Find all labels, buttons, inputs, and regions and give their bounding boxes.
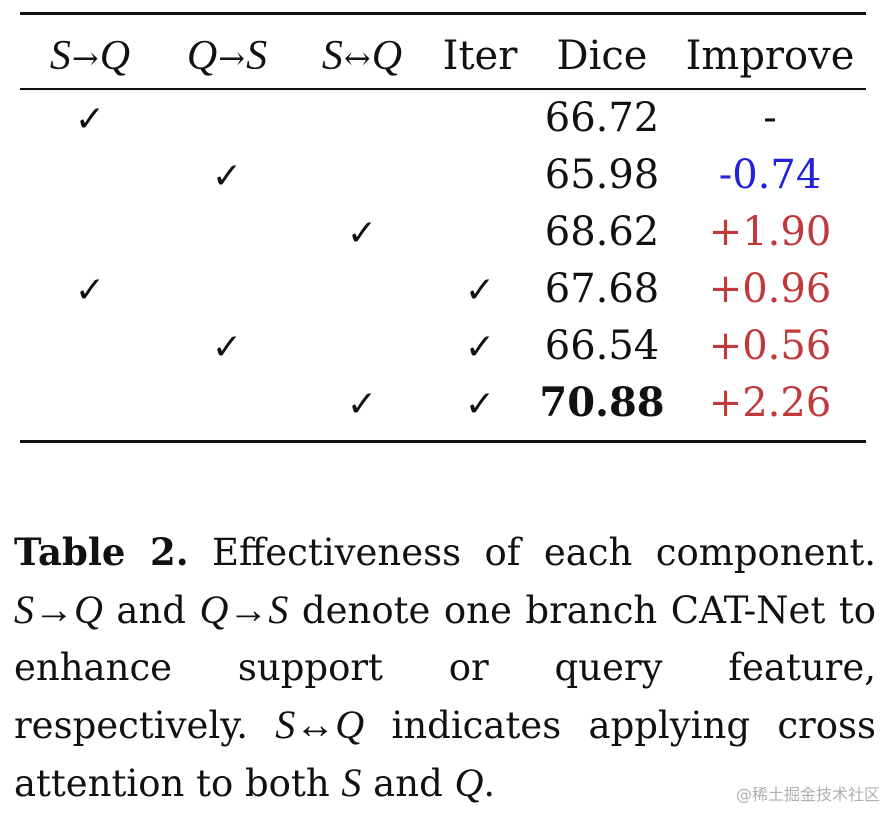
check-icon: ✓ [464,270,496,311]
caption-math-4: S [341,760,362,805]
header-s-to-q-left: S [49,33,71,79]
check-icon: ✓ [464,327,496,368]
header-s-to-q-op: → [71,39,99,77]
caption-math-5: Q [454,760,484,805]
dice-value: 70.88 [539,379,665,426]
header-q-to-s-right: S [246,33,268,79]
caption-math-2: Q→S [199,587,289,632]
check-icon: ✓ [346,384,378,425]
dice-value: 65.98 [544,152,660,198]
check-icon: ✓ [211,327,243,368]
header-iter: Iter [442,33,518,79]
header-q-to-s-left: Q [186,33,218,79]
header-dice: Dice [556,33,648,79]
improve-value: +0.96 [708,266,832,312]
header-s-both-q: S↔Q [322,35,402,77]
caption-math-1: S→Q [14,587,103,632]
improve-value: - [763,95,777,141]
dice-value: 66.72 [544,95,660,141]
watermark: @稀土掘金技术社区 [735,785,880,804]
caption-math-3: S↔Q [275,702,365,747]
header-s-to-q: S→Q [50,35,130,77]
dice-value: 67.68 [544,266,660,312]
caption-label: Table 2. [14,530,189,574]
header-q-to-s-op: → [218,39,246,77]
header-q-to-s: Q→S [187,35,267,77]
improve-value: -0.74 [718,152,822,198]
check-icon: ✓ [211,156,243,197]
header-s-both-q-op: ↔ [343,39,371,77]
caption-text-4: indicates applying cross attention to bo… [14,704,876,805]
improve-value: +1.90 [708,209,832,255]
dice-value: 66.54 [544,323,660,369]
caption-text-2: and [102,589,200,632]
header-s-both-q-left: S [321,33,343,79]
check-icon: ✓ [74,99,106,140]
caption-text-3: denote one branch CAT-Net to enhance sup… [14,589,876,747]
check-icon: ✓ [74,270,106,311]
caption-text-5: and [361,762,455,805]
header-s-both-q-right: Q [371,33,403,79]
table-top-rule [20,12,866,15]
check-icon: ✓ [346,213,378,254]
caption-text-1: Effectiveness of each component. [188,531,876,574]
table-caption: Table 2. Effectiveness of each component… [14,524,876,812]
caption-text-6: . [483,762,496,805]
header-improve: Improve [685,33,855,79]
improve-value: +2.26 [708,380,832,426]
dice-value: 68.62 [544,209,660,255]
header-s-to-q-right: Q [99,33,131,79]
improve-value: +0.56 [708,323,832,369]
check-icon: ✓ [464,384,496,425]
table-bottom-rule [20,440,866,443]
table-header-rule [20,88,866,90]
